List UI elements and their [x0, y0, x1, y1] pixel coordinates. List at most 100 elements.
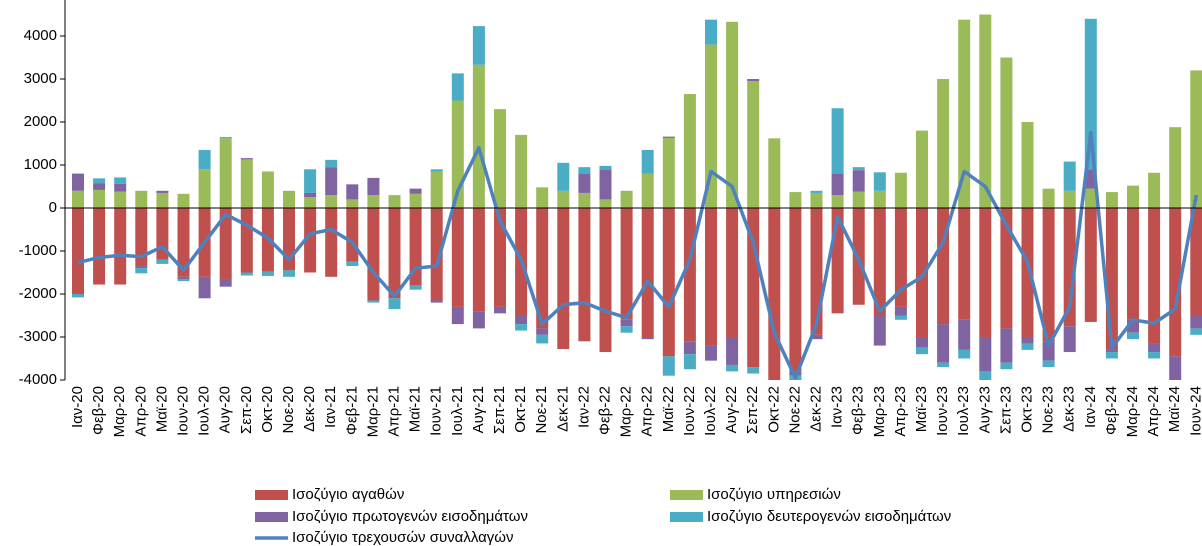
bar [578, 192, 591, 208]
bar [599, 169, 612, 200]
bar [557, 162, 570, 191]
bar [261, 271, 274, 276]
y-tick-label: -1000 [19, 242, 57, 259]
bar [1021, 122, 1034, 208]
bar [494, 208, 506, 307]
bar [578, 208, 591, 342]
legend-swatch [255, 512, 288, 522]
bar [620, 190, 633, 208]
bar [388, 195, 401, 208]
x-tick-label: Μαρ-22 [618, 386, 635, 437]
x-tick-label: Αυγ-22 [723, 386, 740, 433]
bar [937, 79, 950, 208]
bar [304, 169, 317, 193]
bar [388, 298, 401, 310]
bar [873, 190, 886, 208]
bar [979, 371, 992, 380]
x-tick-label: Ιαν-20 [69, 386, 86, 428]
bar [937, 362, 950, 368]
bar [662, 137, 675, 208]
bar [325, 208, 338, 277]
bar [599, 208, 612, 353]
y-tick-label: -4000 [19, 371, 57, 388]
bar [726, 364, 739, 372]
bar [578, 173, 591, 193]
bar [1169, 127, 1182, 208]
x-tick-label: Ιαν-24 [1082, 386, 1099, 428]
bar [831, 195, 844, 208]
x-tick-label: Απρ-21 [385, 386, 402, 437]
x-tick-label: Ιουν-21 [428, 386, 445, 436]
bar [219, 137, 232, 139]
bar [177, 208, 190, 277]
bar [599, 165, 612, 170]
bar [219, 208, 232, 279]
bar [873, 172, 886, 191]
plot-area [72, 14, 1202, 380]
bar [515, 324, 528, 331]
x-tick-label: Απρ-22 [639, 386, 656, 437]
legend-swatch [670, 490, 703, 500]
bar [240, 159, 253, 208]
x-tick-label: Φεβ-21 [343, 386, 360, 435]
bar [72, 294, 84, 298]
x-tick-label: Νοε-20 [280, 386, 297, 434]
bar [599, 199, 612, 208]
x-tick-label: Οκτ-20 [259, 386, 276, 433]
x-tick-label: Φεβ-20 [90, 386, 107, 435]
y-tick-label: 3000 [24, 70, 57, 87]
bar [705, 208, 717, 346]
bar [747, 79, 760, 82]
bar [72, 208, 84, 294]
x-tick-label: Νοε-21 [533, 386, 550, 434]
bar [852, 170, 865, 192]
bar [683, 354, 696, 370]
bar [367, 177, 380, 196]
bar [346, 199, 359, 208]
bar [198, 169, 211, 208]
bar [1105, 349, 1118, 353]
bar [367, 195, 380, 208]
bar [536, 187, 549, 208]
x-tick-label: Μαρ-20 [111, 386, 128, 437]
bar [240, 208, 253, 273]
x-tick-label: Ιουλ-21 [449, 386, 466, 436]
legend-label: Ισοζύγιο αγαθών [292, 486, 404, 503]
bar [894, 315, 907, 320]
bar [852, 191, 865, 208]
bar [979, 208, 992, 337]
bar [135, 268, 148, 274]
bar [409, 208, 422, 286]
bar [177, 276, 190, 279]
x-tick-label: Αυγ-23 [976, 386, 993, 433]
x-tick-label: Φεβ-23 [850, 386, 867, 435]
bar [304, 192, 317, 198]
bar [958, 208, 971, 320]
bar [662, 208, 675, 357]
x-tick-label: Φεβ-24 [1103, 386, 1120, 435]
bar [409, 193, 422, 208]
bar [430, 208, 443, 301]
bar [156, 192, 169, 208]
y-tick-label: -2000 [19, 285, 57, 302]
bar [768, 138, 781, 208]
bar [873, 315, 886, 346]
bar [641, 337, 654, 340]
x-tick-label: Απρ-23 [892, 386, 909, 437]
bar [1169, 356, 1182, 380]
bar [979, 337, 992, 372]
bar [789, 208, 802, 372]
legend-label: Ισοζύγιο πρωτογενών εισοδημάτων [292, 508, 528, 525]
x-tick-label: Σεπ-22 [744, 386, 761, 434]
bar [1127, 332, 1139, 340]
bar [494, 306, 506, 314]
bar [1042, 208, 1055, 342]
bar [958, 319, 971, 350]
bar [1127, 185, 1139, 208]
bar [641, 149, 654, 174]
bar [72, 190, 84, 208]
bar [472, 26, 485, 65]
bar [705, 19, 717, 45]
bar [958, 349, 971, 359]
